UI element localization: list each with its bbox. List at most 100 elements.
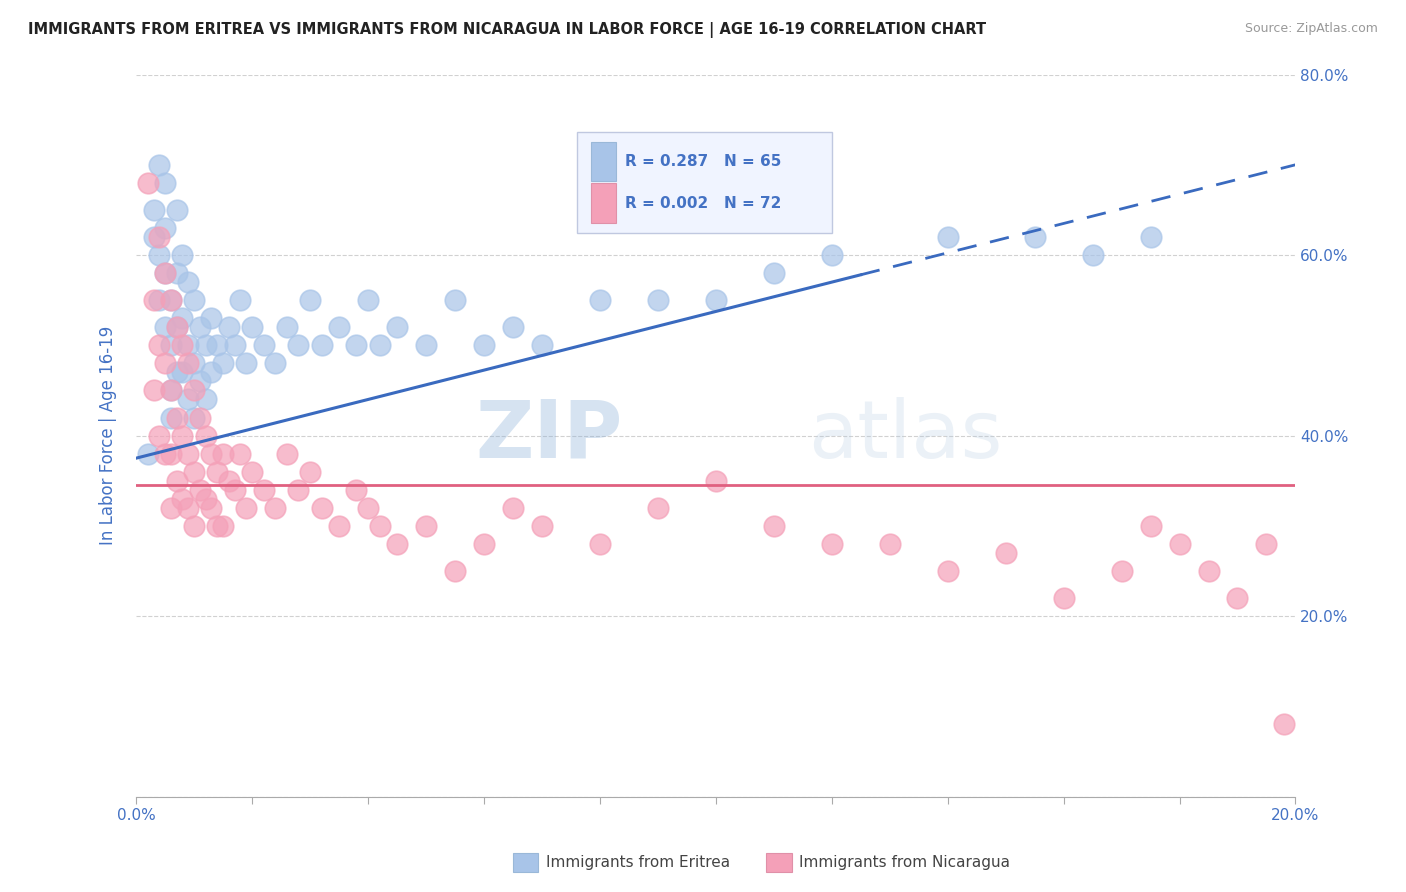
Point (1139, 519, 1161, 533)
Point (207, 465, 229, 479)
Point (136, 447, 159, 461)
Point (264, 500, 287, 515)
Point (1052, 591, 1074, 605)
Point (183, 465, 205, 479)
Point (172, 491, 194, 506)
Point (153, 266, 176, 280)
Point (160, 384, 183, 398)
Point (166, 365, 188, 379)
Point (298, 293, 321, 308)
Point (821, 248, 844, 262)
Point (530, 338, 553, 352)
Point (153, 320, 176, 334)
Point (200, 447, 222, 461)
Point (172, 428, 194, 442)
Point (177, 447, 200, 461)
Point (177, 338, 200, 352)
Point (253, 483, 276, 497)
Point (589, 537, 612, 551)
Point (148, 158, 170, 172)
Point (212, 356, 235, 370)
Point (704, 293, 727, 308)
Point (212, 519, 235, 533)
Point (194, 338, 217, 352)
Point (879, 537, 901, 551)
Bar (591, 142, 616, 181)
Point (240, 465, 263, 479)
Point (194, 392, 217, 407)
Point (183, 410, 205, 425)
Point (172, 338, 194, 352)
Point (200, 311, 222, 326)
Point (762, 519, 785, 533)
Point (344, 338, 367, 352)
Point (1226, 591, 1249, 605)
Point (444, 293, 467, 308)
Point (264, 356, 287, 370)
Text: Immigrants from Eritrea: Immigrants from Eritrea (546, 855, 730, 870)
Text: ZIP: ZIP (475, 397, 623, 475)
Point (142, 293, 165, 308)
Text: R = 0.002   N = 72: R = 0.002 N = 72 (626, 195, 782, 211)
Point (160, 447, 183, 461)
Point (415, 338, 437, 352)
Point (172, 311, 194, 326)
Point (1111, 564, 1133, 578)
Point (287, 483, 309, 497)
Point (188, 320, 211, 334)
Point (502, 320, 524, 334)
Point (1272, 717, 1295, 731)
Point (218, 474, 240, 488)
Point (472, 338, 495, 352)
Text: Source: ZipAtlas.com: Source: ZipAtlas.com (1244, 22, 1378, 36)
Point (172, 248, 194, 262)
Text: R = 0.287   N = 65: R = 0.287 N = 65 (626, 154, 782, 169)
Point (276, 447, 298, 461)
Point (153, 266, 176, 280)
Point (240, 320, 263, 334)
Point (444, 564, 467, 578)
Point (235, 356, 257, 370)
Point (368, 519, 391, 533)
Point (385, 537, 408, 551)
Point (183, 356, 205, 370)
Point (1198, 564, 1220, 578)
Point (647, 293, 669, 308)
Point (224, 338, 246, 352)
Point (311, 338, 333, 352)
Point (704, 474, 727, 488)
Text: Immigrants from Nicaragua: Immigrants from Nicaragua (799, 855, 1010, 870)
Point (177, 275, 200, 289)
Point (166, 474, 188, 488)
Point (218, 320, 240, 334)
Point (177, 392, 200, 407)
Point (188, 375, 211, 389)
Point (148, 293, 170, 308)
Point (153, 447, 176, 461)
Point (183, 384, 205, 398)
Point (936, 230, 959, 244)
Text: IMMIGRANTS FROM ERITREA VS IMMIGRANTS FROM NICARAGUA IN LABOR FORCE | AGE 16-19 : IMMIGRANTS FROM ERITREA VS IMMIGRANTS FR… (28, 22, 986, 38)
Y-axis label: In Labor Force | Age 16-19: In Labor Force | Age 16-19 (100, 326, 117, 545)
FancyBboxPatch shape (576, 132, 832, 234)
Point (166, 266, 188, 280)
Point (647, 500, 669, 515)
Point (166, 202, 188, 217)
Point (153, 176, 176, 190)
Point (328, 320, 350, 334)
Point (194, 491, 217, 506)
Point (177, 356, 200, 370)
Point (287, 338, 309, 352)
Point (160, 410, 183, 425)
Point (530, 519, 553, 533)
Point (160, 338, 183, 352)
Point (1139, 230, 1161, 244)
Point (1168, 537, 1191, 551)
Point (148, 248, 170, 262)
Point (357, 500, 380, 515)
Point (276, 320, 298, 334)
Point (344, 483, 367, 497)
Point (994, 546, 1017, 560)
Point (136, 176, 159, 190)
Point (224, 483, 246, 497)
